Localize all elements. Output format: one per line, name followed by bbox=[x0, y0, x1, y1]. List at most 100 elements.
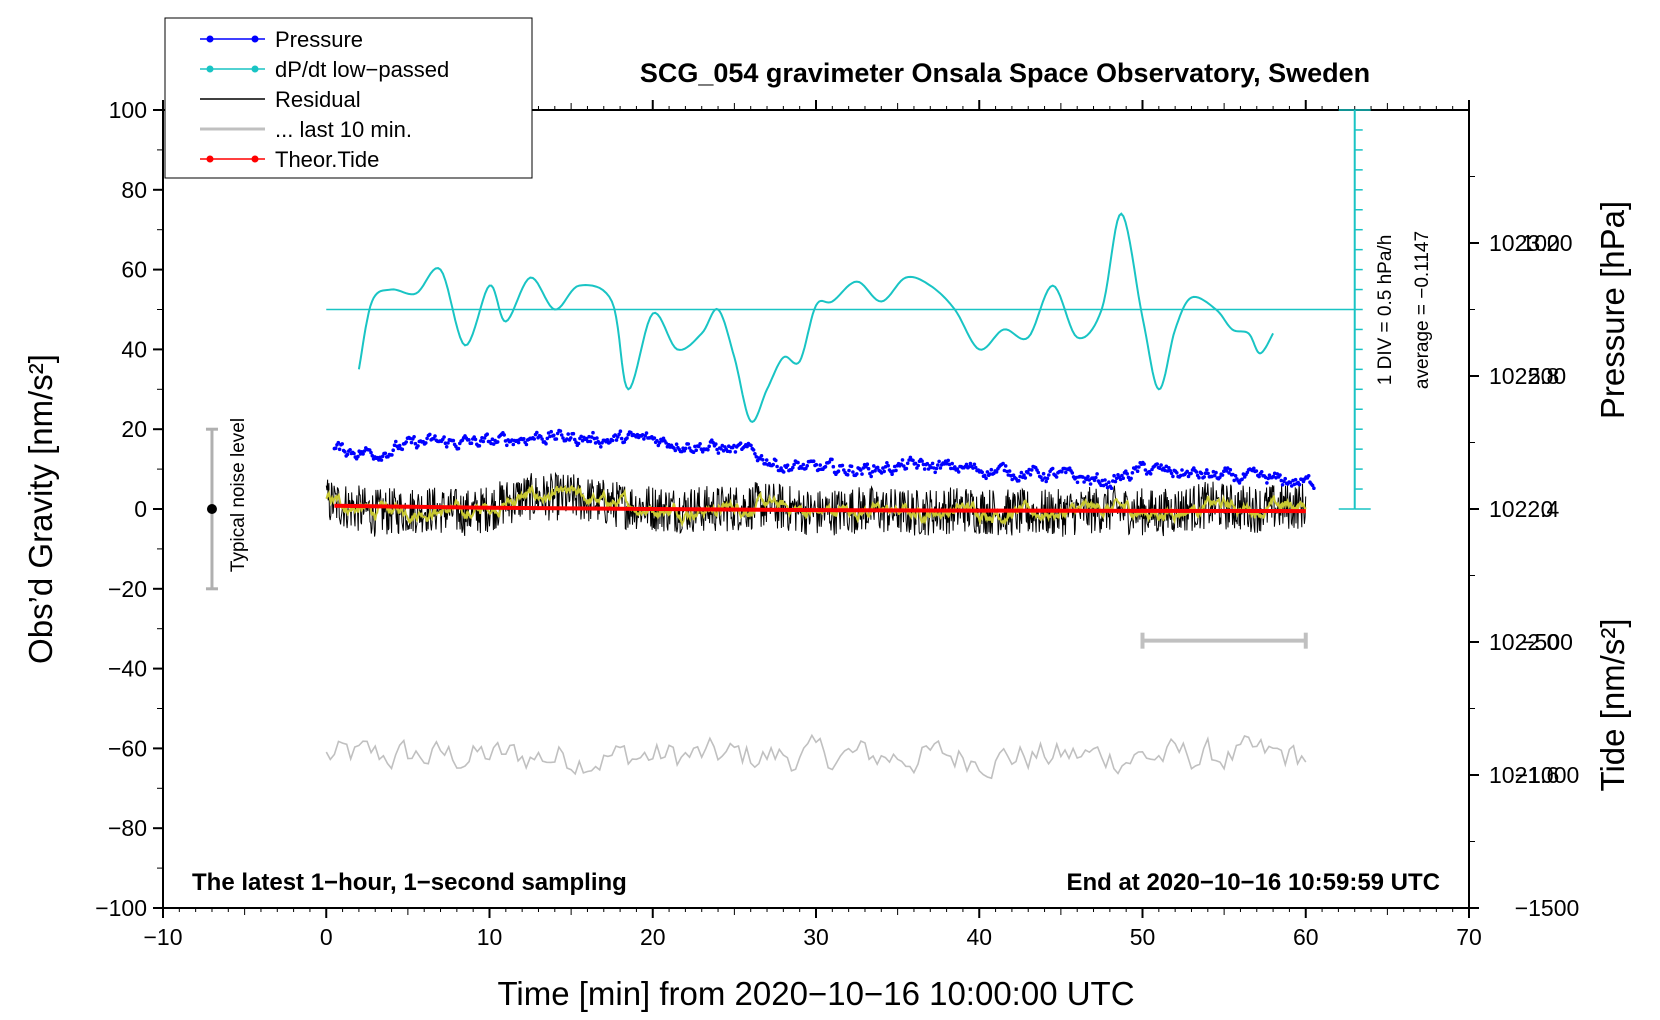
x-tick-label: 40 bbox=[966, 924, 992, 950]
pressure-point bbox=[1044, 479, 1048, 484]
pressure-tick-label: 1021.6 bbox=[1489, 762, 1559, 788]
pressure-point bbox=[545, 436, 550, 441]
pressure-series bbox=[332, 428, 1316, 491]
pressure-point bbox=[902, 464, 906, 468]
pressure-point bbox=[947, 462, 952, 467]
pressure-point bbox=[869, 474, 873, 479]
x-axis-label: Time [min] from 2020−10−16 10:00:00 UTC bbox=[497, 975, 1134, 1012]
pressure-point bbox=[920, 459, 924, 463]
pressure-point bbox=[340, 442, 345, 446]
pressure-point bbox=[868, 471, 872, 476]
pressure-point bbox=[1175, 471, 1179, 475]
pressure-point bbox=[491, 442, 496, 446]
pressure-point bbox=[1203, 471, 1208, 476]
y-tick-label: −80 bbox=[108, 815, 147, 841]
pressure-point bbox=[921, 462, 926, 467]
pressure-point bbox=[972, 462, 977, 467]
y-tick-label: 20 bbox=[121, 416, 147, 442]
pressure-point bbox=[433, 434, 437, 438]
pressure-point bbox=[755, 458, 760, 463]
pressure-point bbox=[1036, 470, 1041, 475]
pressure-point bbox=[369, 450, 373, 455]
pressure-point bbox=[955, 467, 960, 471]
pressure-point bbox=[409, 440, 414, 445]
pressure-point bbox=[1171, 474, 1175, 479]
pressure-point bbox=[694, 448, 698, 453]
legend-swatch-marker bbox=[206, 35, 214, 43]
pressure-point bbox=[1030, 468, 1034, 472]
pressure-point bbox=[988, 472, 992, 476]
pressure-point bbox=[872, 464, 876, 468]
pressure-point bbox=[655, 438, 659, 443]
pressure-point bbox=[1293, 477, 1298, 482]
pressure-point bbox=[792, 462, 796, 467]
pressure-point bbox=[1125, 472, 1129, 476]
pressure-point bbox=[1275, 472, 1280, 476]
pressure-point bbox=[1220, 473, 1225, 477]
pressure-point bbox=[595, 436, 599, 440]
pressure-point bbox=[967, 465, 971, 469]
tide-tick-label: −500 bbox=[1521, 629, 1573, 655]
pressure-point bbox=[989, 467, 994, 472]
pressure-point bbox=[698, 442, 702, 446]
pressure-point bbox=[1001, 461, 1005, 466]
pressure-point bbox=[1265, 481, 1269, 485]
pressure-point bbox=[817, 467, 821, 472]
legend-label: dP/dt low−passed bbox=[275, 57, 449, 82]
pressure-point bbox=[916, 463, 920, 468]
pressure-point bbox=[396, 446, 401, 451]
y-tick-label: −100 bbox=[95, 895, 147, 921]
pressure-point bbox=[1088, 482, 1093, 486]
pressure-point bbox=[811, 459, 816, 464]
dpdt-division-label: 1 DIV = 0.5 hPa/h bbox=[1375, 235, 1396, 386]
pressure-point bbox=[394, 439, 398, 444]
pressure-point bbox=[1155, 462, 1159, 466]
pressure-point bbox=[796, 460, 800, 465]
pressure-point bbox=[605, 438, 610, 442]
pressure-point bbox=[1237, 481, 1242, 485]
pressure-point bbox=[984, 476, 988, 481]
pressure-point bbox=[933, 470, 937, 475]
pressure-point bbox=[1100, 478, 1105, 483]
pressure-point bbox=[728, 449, 732, 454]
pressure-point bbox=[771, 462, 775, 467]
pressure-point bbox=[1186, 474, 1191, 479]
y-tick-label: 40 bbox=[121, 336, 147, 362]
pressure-point bbox=[1210, 474, 1214, 479]
pressure-point bbox=[664, 441, 668, 445]
pressure-point bbox=[1007, 469, 1012, 473]
pressure-point bbox=[801, 462, 806, 467]
pressure-point bbox=[1082, 480, 1086, 484]
pressure-point bbox=[495, 440, 500, 444]
tide-tick-label: 1000 bbox=[1521, 230, 1572, 256]
pressure-point bbox=[588, 439, 593, 444]
pressure-point bbox=[656, 443, 661, 448]
pressure-point bbox=[1019, 470, 1024, 475]
pressure-point bbox=[1043, 476, 1047, 480]
pressure-point bbox=[980, 470, 984, 475]
tide-line bbox=[334, 503, 1306, 514]
pressure-point bbox=[1028, 473, 1033, 477]
y-tick-label: −20 bbox=[108, 576, 147, 602]
pressure-point bbox=[477, 444, 482, 448]
tide-tick-label: −1500 bbox=[1515, 895, 1580, 921]
pressure-point bbox=[1027, 467, 1031, 472]
pressure-point bbox=[1227, 471, 1231, 475]
pressure-point bbox=[847, 468, 851, 473]
pressure-point bbox=[579, 434, 583, 439]
pressure-point bbox=[674, 442, 679, 447]
pressure-point bbox=[985, 470, 990, 474]
pressure-point bbox=[629, 430, 633, 435]
pressure-point bbox=[1257, 474, 1261, 479]
pressure-point bbox=[879, 471, 884, 475]
pressure-point bbox=[625, 436, 629, 440]
pressure-point bbox=[1310, 483, 1315, 488]
pressure-point bbox=[683, 446, 688, 451]
pressure-point bbox=[1023, 476, 1028, 480]
pressure-point bbox=[706, 447, 710, 452]
pressure-point bbox=[1189, 471, 1193, 476]
pressure-point bbox=[830, 457, 834, 462]
pressure-point bbox=[738, 441, 743, 446]
pressure-point bbox=[983, 473, 987, 478]
pressure-point bbox=[1205, 468, 1209, 472]
